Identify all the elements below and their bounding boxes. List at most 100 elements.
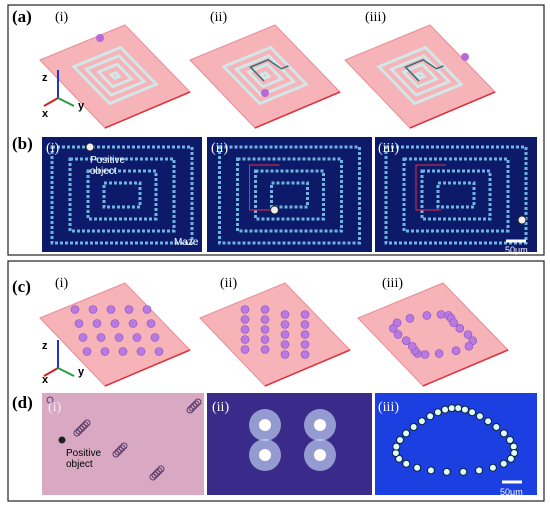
- particle: [270, 205, 279, 215]
- particle: [422, 311, 432, 320]
- micrograph: [207, 137, 372, 252]
- plane: [39, 24, 191, 129]
- axis-label: z: [42, 340, 48, 352]
- scale-bar-label: 50μm: [500, 487, 523, 497]
- particle: [118, 347, 128, 356]
- particle: [300, 320, 310, 329]
- subpanel-label: (ii): [210, 10, 228, 25]
- plane: [344, 24, 496, 129]
- maze-wall: [102, 181, 142, 209]
- particle: [475, 412, 484, 421]
- particle: [194, 398, 202, 406]
- maze-wall: [246, 62, 285, 89]
- particle: [85, 142, 95, 152]
- particle: [73, 429, 81, 437]
- maze-wall: [68, 157, 176, 233]
- maze-wall: [413, 71, 427, 80]
- particle: [449, 318, 459, 328]
- annotation: Positive object: [90, 155, 126, 177]
- plane-edge: [409, 91, 496, 129]
- maze: [376, 45, 464, 106]
- particle: [420, 350, 430, 359]
- particle: [114, 448, 122, 456]
- particle: [240, 315, 250, 324]
- subpanel-label: (ii): [220, 276, 238, 291]
- axis-arrow: [43, 367, 59, 377]
- subpanel-label: (iii): [378, 400, 399, 415]
- particle: [88, 305, 98, 314]
- particle: [392, 318, 402, 328]
- maze-wall: [86, 169, 158, 221]
- micrograph: [375, 137, 537, 252]
- particle: [240, 335, 250, 344]
- axis-arrow: [43, 97, 59, 107]
- subpanel-label: (iii): [378, 141, 399, 156]
- plane: [199, 282, 351, 387]
- panel-label: (b): [12, 134, 33, 153]
- particle: [106, 305, 116, 314]
- maze-wall: [236, 157, 343, 233]
- particle: [280, 330, 290, 339]
- maze-wall: [83, 54, 147, 97]
- particle: [118, 444, 126, 452]
- particle: [459, 467, 468, 476]
- maze: [71, 45, 159, 106]
- frame-bottom: [7, 260, 545, 502]
- particle: [151, 471, 159, 479]
- particle: [132, 333, 142, 342]
- particle: [96, 333, 106, 342]
- annotation: Maze: [174, 237, 199, 248]
- frame-top: [7, 4, 545, 256]
- particle: [114, 333, 124, 342]
- particle: [417, 417, 426, 426]
- particle: [74, 319, 84, 328]
- maze: [221, 45, 309, 106]
- plane-edge: [264, 349, 351, 387]
- path-trace: [404, 59, 445, 82]
- maze-wall: [258, 71, 272, 80]
- plane-edge: [422, 349, 509, 387]
- axis-label: x: [42, 108, 49, 120]
- particle: [517, 215, 527, 225]
- axis-label: y: [78, 366, 85, 378]
- micrograph: [42, 393, 204, 495]
- particle: [499, 429, 508, 438]
- particle: [314, 449, 326, 461]
- particle: [464, 341, 474, 351]
- maze-wall: [71, 45, 159, 106]
- particle: [79, 423, 87, 431]
- particle: [451, 346, 461, 355]
- particle: [112, 450, 120, 458]
- particle: [120, 442, 128, 450]
- axis-arrow: [57, 367, 75, 377]
- particle: [75, 427, 83, 435]
- plane: [357, 282, 509, 387]
- path-trace: [249, 164, 280, 211]
- particle: [492, 422, 501, 431]
- particle: [402, 429, 411, 438]
- particle: [506, 454, 515, 463]
- particle: [150, 333, 160, 342]
- particle: [436, 310, 446, 319]
- particle: [188, 404, 196, 412]
- particle: [426, 412, 435, 421]
- maze-wall: [218, 145, 361, 245]
- particle: [154, 347, 164, 356]
- axis-label: x: [42, 374, 49, 386]
- maze-wall: [96, 62, 135, 89]
- subpanel-label: (i): [46, 141, 60, 156]
- particle: [155, 467, 163, 475]
- particle: [475, 466, 484, 475]
- particle: [484, 417, 493, 426]
- particle: [259, 419, 271, 431]
- particle: [396, 436, 404, 444]
- particle: [83, 419, 91, 427]
- particle: [392, 442, 401, 451]
- panel-label: (d): [12, 393, 33, 412]
- particle: [280, 350, 290, 359]
- axis-label: y: [78, 100, 85, 112]
- particle: [280, 320, 290, 329]
- particle: [96, 34, 104, 42]
